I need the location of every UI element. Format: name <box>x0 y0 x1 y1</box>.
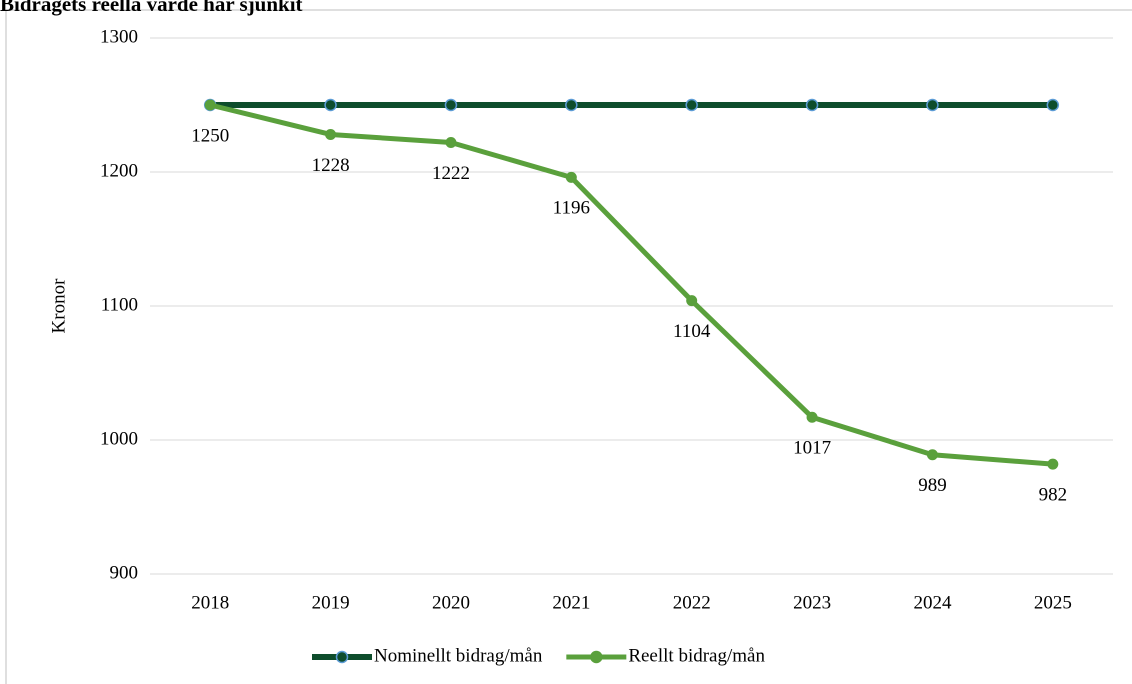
data-label: 1017 <box>793 438 831 459</box>
data-point <box>565 98 578 112</box>
x-tick-label: 2020 <box>432 592 470 613</box>
x-tick-label: 2019 <box>312 592 350 613</box>
data-label: 1104 <box>673 321 711 342</box>
x-tick-label: 2023 <box>793 592 831 613</box>
legend-label: Reellt bidrag/mån <box>628 645 765 666</box>
y-tick-label: 1200 <box>100 160 138 181</box>
data-point <box>926 98 939 112</box>
y-tick-label: 1100 <box>101 294 138 315</box>
data-point <box>565 171 577 183</box>
data-point <box>1046 98 1060 112</box>
legend-marker <box>335 650 349 664</box>
x-tick-label: 2021 <box>552 592 590 613</box>
y-tick-label: 900 <box>110 562 139 583</box>
data-point <box>1047 458 1059 470</box>
data-label: 989 <box>918 475 947 496</box>
data-point <box>324 98 337 112</box>
data-point <box>445 137 457 149</box>
data-label: 1222 <box>432 163 470 184</box>
x-tick-label: 2022 <box>673 592 711 613</box>
data-point <box>444 98 458 112</box>
y-tick-label: 1000 <box>100 428 138 449</box>
y-axis-label: Kronor <box>48 278 69 334</box>
legend-label: Nominellt bidrag/mån <box>374 645 543 666</box>
data-point <box>806 411 818 423</box>
data-label: 982 <box>1039 484 1068 505</box>
x-tick-label: 2025 <box>1034 592 1072 613</box>
data-point <box>926 449 938 461</box>
x-tick-label: 2024 <box>913 592 952 613</box>
data-point <box>325 128 337 140</box>
data-point <box>204 99 216 111</box>
chart-frame <box>5 9 1132 684</box>
data-label: 1196 <box>553 198 590 219</box>
legend-marker <box>590 650 603 664</box>
data-label: 1250 <box>191 125 229 146</box>
chart-title: Bidragets reella värde har sjunkit <box>0 0 303 16</box>
data-point <box>686 295 698 307</box>
data-point <box>685 98 698 112</box>
data-point <box>805 98 819 112</box>
data-label: 1228 <box>312 155 350 176</box>
y-tick-label: 1300 <box>100 26 138 47</box>
x-tick-label: 2018 <box>191 592 229 613</box>
series-line <box>209 102 1054 467</box>
